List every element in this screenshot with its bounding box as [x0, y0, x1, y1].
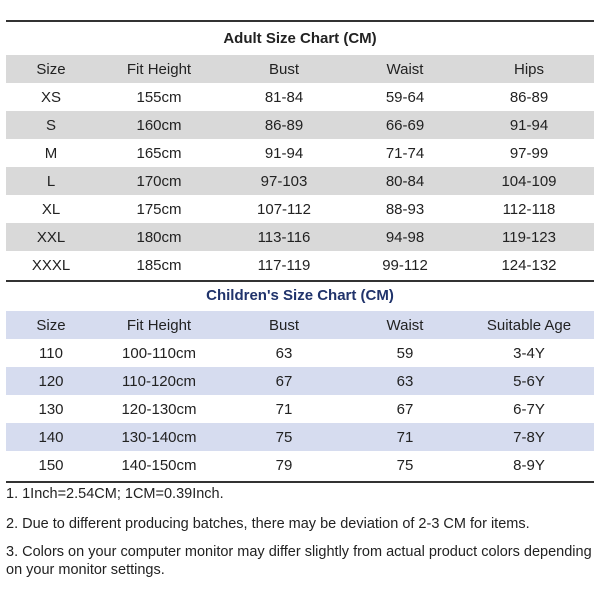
- column-header: Size: [6, 311, 96, 339]
- note-item: 1. 1Inch=2.54CM; 1CM=0.39Inch.: [6, 486, 224, 502]
- table-cell: 175cm: [136, 200, 182, 218]
- children-chart-title: Children's Size Chart (CM): [206, 287, 394, 304]
- column-header: Fit Height: [96, 55, 222, 83]
- table-cell: 100-110cm: [122, 344, 196, 362]
- column-header: Fit Height: [96, 311, 222, 339]
- table-cell: 107-112: [257, 200, 311, 218]
- table-row: 130 120-130cm 71 67 6-7Y: [6, 395, 594, 423]
- table-cell: 117-119: [257, 256, 311, 274]
- table-cell: 97-103: [222, 167, 346, 195]
- table-row: XXL 180cm 113-116 94-98 119-123: [6, 223, 594, 251]
- column-header: Bust: [222, 55, 346, 83]
- top-rule: [6, 20, 594, 22]
- column-header: Size: [6, 55, 96, 83]
- header-row: Size Fit Height Bust Waist Suitable Age: [6, 311, 594, 339]
- table-cell: S: [6, 111, 96, 139]
- middle-rule: [6, 280, 594, 282]
- adult-size-table: Size Fit Height Bust Waist Hips XS 155cm 81-84 5…: [6, 55, 594, 279]
- table-cell: 63: [275, 344, 293, 362]
- table-cell: 155cm: [136, 88, 182, 106]
- children-size-table: Size Fit Height Bust Waist Suitable Age 110 10…: [6, 311, 594, 479]
- table-cell: 150: [38, 456, 64, 474]
- table-cell: 3-4Y: [513, 344, 545, 362]
- header-row: Size Fit Height Bust Waist Hips: [6, 55, 594, 83]
- table-cell: XXXL: [31, 256, 71, 274]
- table-cell: 160cm: [96, 111, 222, 139]
- table-cell: 75: [222, 423, 346, 451]
- table-cell: 185cm: [136, 256, 182, 274]
- table-row: 150 140-150cm 79 75 8-9Y: [6, 451, 594, 479]
- table-cell: 75: [396, 456, 414, 474]
- table-cell: M: [44, 144, 58, 162]
- table-cell: 86-89: [509, 88, 549, 106]
- column-header: Waist: [346, 311, 464, 339]
- table-row: S 160cm 86-89 66-69 91-94: [6, 111, 594, 139]
- table-cell: 99-112: [382, 256, 428, 274]
- table-cell: 8-9Y: [513, 456, 545, 474]
- table-cell: 66-69: [346, 111, 464, 139]
- table-cell: XS: [40, 88, 61, 106]
- table-cell: 86-89: [222, 111, 346, 139]
- table-cell: 91-94: [264, 144, 304, 162]
- table-cell: 110-120cm: [96, 367, 222, 395]
- table-cell: 119-123: [464, 223, 594, 251]
- table-cell: 5-6Y: [464, 367, 594, 395]
- table-cell: 124-132: [501, 256, 557, 274]
- table-cell: 71-74: [385, 144, 425, 162]
- table-cell: 180cm: [96, 223, 222, 251]
- note-item: 3. Colors on your computer monitor may d…: [6, 544, 592, 578]
- table-cell: 140: [6, 423, 96, 451]
- table-cell: 94-98: [346, 223, 464, 251]
- table-cell: L: [6, 167, 96, 195]
- table-row: 110 100-110cm 63 59 3-4Y: [6, 339, 594, 367]
- table-cell: XXL: [6, 223, 96, 251]
- table-row: M 165cm 91-94 71-74 97-99: [6, 139, 594, 167]
- table-cell: 120: [6, 367, 96, 395]
- table-cell: 59: [396, 344, 414, 362]
- table-row: XL 175cm 107-112 88-93 112-118: [6, 195, 594, 223]
- bottom-rule: [6, 481, 594, 483]
- note-item: 2. Due to different producing batches, t…: [6, 516, 530, 532]
- table-cell: 130-140cm: [96, 423, 222, 451]
- table-cell: 81-84: [264, 88, 304, 106]
- table-row: L 170cm 97-103 80-84 104-109: [6, 167, 594, 195]
- table-cell: 71: [346, 423, 464, 451]
- table-cell: 91-94: [464, 111, 594, 139]
- table-cell: 67: [396, 400, 414, 418]
- column-header: Bust: [222, 311, 346, 339]
- table-cell: 67: [222, 367, 346, 395]
- table-cell: 113-116: [222, 223, 346, 251]
- table-row: 120 110-120cm 67 63 5-6Y: [6, 367, 594, 395]
- table-cell: 63: [346, 367, 464, 395]
- table-cell: 7-8Y: [464, 423, 594, 451]
- table-cell: 140-150cm: [121, 456, 197, 474]
- table-cell: 104-109: [464, 167, 594, 195]
- table-cell: 97-99: [509, 144, 549, 162]
- table-cell: 112-118: [502, 200, 556, 218]
- table-cell: XL: [41, 200, 61, 218]
- table-cell: 59-64: [385, 88, 425, 106]
- adult-chart-title: Adult Size Chart (CM): [223, 30, 377, 47]
- table-row: XXXL 185cm 117-119 99-112 124-132: [6, 251, 594, 279]
- table-cell: 80-84: [346, 167, 464, 195]
- table-cell: 110: [39, 344, 63, 362]
- table-cell: 88-93: [385, 200, 425, 218]
- table-cell: 71: [275, 400, 293, 418]
- table-cell: 6-7Y: [513, 400, 545, 418]
- table-row: 140 130-140cm 75 71 7-8Y: [6, 423, 594, 451]
- column-header: Suitable Age: [464, 311, 594, 339]
- column-header: Waist: [346, 55, 464, 83]
- table-cell: 79: [275, 456, 293, 474]
- table-cell: 170cm: [96, 167, 222, 195]
- table-cell: 165cm: [136, 144, 182, 162]
- table-cell: 130: [38, 400, 64, 418]
- table-cell: 120-130cm: [121, 400, 197, 418]
- table-row: XS 155cm 81-84 59-64 86-89: [6, 83, 594, 111]
- column-header: Hips: [464, 55, 594, 83]
